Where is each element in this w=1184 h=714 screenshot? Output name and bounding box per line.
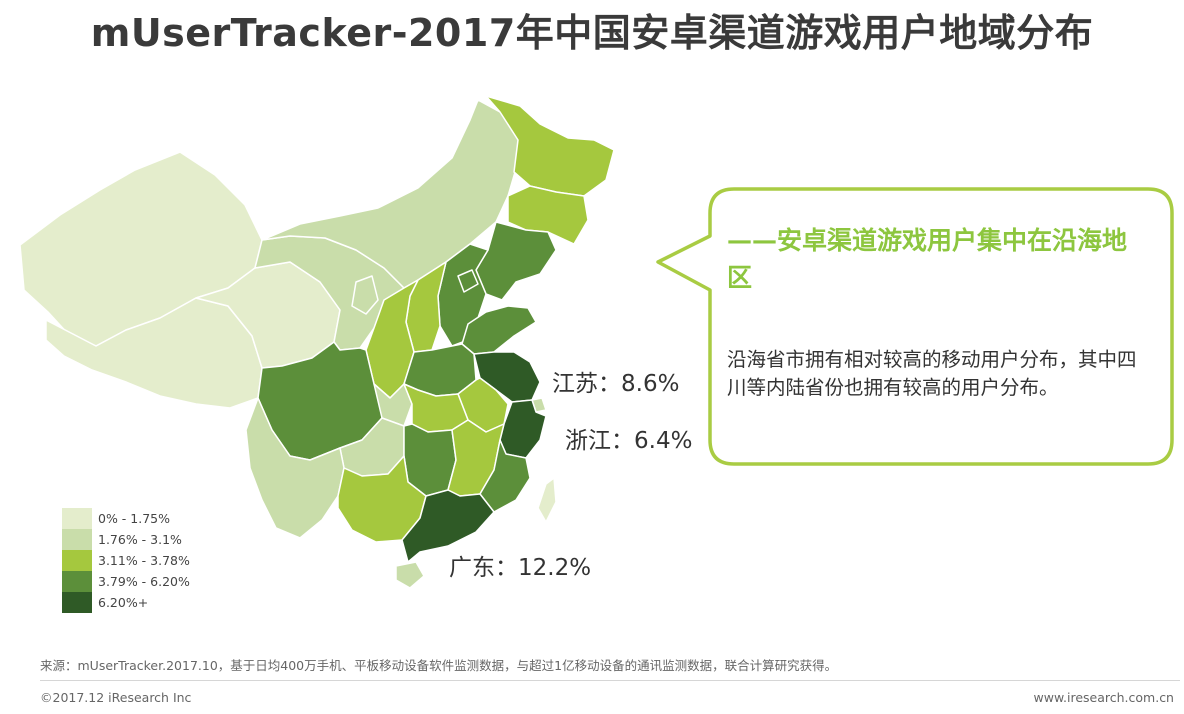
legend-item: 1.76% - 3.1%: [62, 529, 190, 550]
copyright: ©2017.12 iResearch Inc: [40, 690, 192, 705]
legend-label: 3.11% - 3.78%: [98, 553, 190, 568]
label-guangdong: 广东：12.2%: [449, 555, 592, 581]
province-heilongjiang: [485, 95, 615, 197]
province-beijing: [457, 269, 479, 293]
legend-item: 3.79% - 6.20%: [62, 571, 190, 592]
callout-bubble: [656, 187, 1174, 466]
legend-swatch: [62, 508, 92, 529]
legend-swatch: [62, 571, 92, 592]
legend-item: 6.20%+: [62, 592, 190, 613]
legend-swatch: [62, 592, 92, 613]
legend-label: 1.76% - 3.1%: [98, 532, 182, 547]
source-note: 来源：mUserTracker.2017.10，基于日均400万手机、平板移动设…: [40, 658, 838, 673]
label-jiangsu: 江苏：8.6%: [552, 371, 680, 397]
china-province-map: [19, 95, 615, 589]
province-taiwan: [537, 477, 557, 523]
legend-item: 3.11% - 3.78%: [62, 550, 190, 571]
legend-label: 0% - 1.75%: [98, 511, 170, 526]
callout-body: 沿海省市拥有相对较高的移动用户分布，其中四川等内陆省份也拥有较高的用户分布。: [727, 348, 1137, 399]
legend-swatch: [62, 550, 92, 571]
legend-label: 3.79% - 6.20%: [98, 574, 190, 589]
map-legend: 0% - 1.75% 1.76% - 3.1% 3.11% - 3.78% 3.79%…: [62, 508, 190, 613]
legend-item: 0% - 1.75%: [62, 508, 190, 529]
province-inner-mongolia: [261, 99, 523, 289]
callout-heading: ——安卓渠道游戏用户集中在沿海地区: [727, 226, 1128, 292]
province-hainan: [395, 561, 425, 589]
province-yunnan: [245, 397, 345, 539]
legend-swatch: [62, 529, 92, 550]
website-link[interactable]: www.iresearch.com.cn: [1033, 690, 1175, 705]
province-guangdong: [401, 489, 495, 563]
province-ningxia: [351, 275, 379, 315]
label-zhejiang: 浙江：6.4%: [565, 428, 693, 454]
footer-divider: [40, 680, 1180, 681]
page-title: mUserTracker-2017年中国安卓渠道游戏用户地域分布: [90, 11, 1094, 55]
province-liaoning: [475, 221, 557, 301]
legend-label: 6.20%+: [98, 595, 149, 610]
